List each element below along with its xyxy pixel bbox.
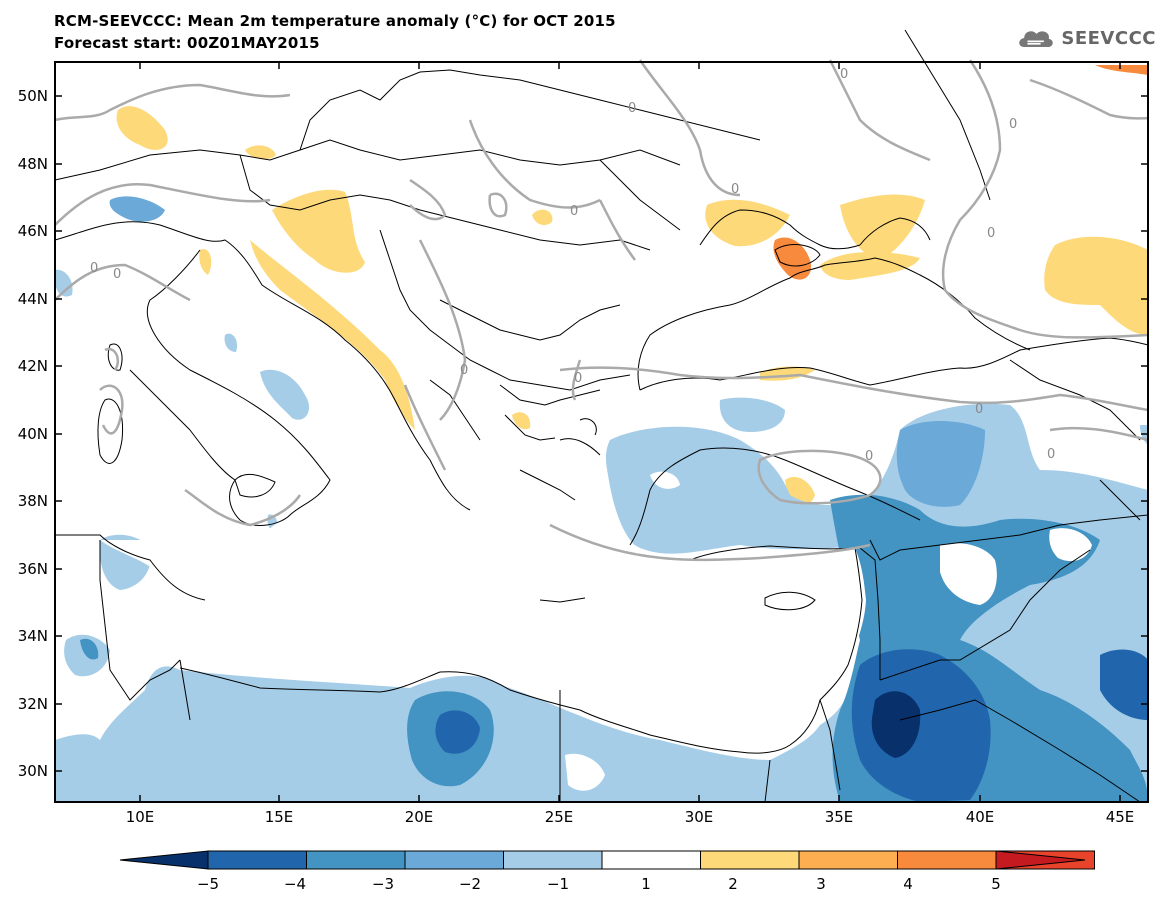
lat-label: 36N xyxy=(18,560,48,578)
contour-label: 0 xyxy=(975,402,983,417)
contour-label: 0 xyxy=(731,182,739,197)
contour-label: 0 xyxy=(987,226,995,241)
lat-label: 44N xyxy=(18,290,48,308)
contour-label: 0 xyxy=(460,363,468,378)
lat-ticks xyxy=(55,95,1148,772)
colorbar-tick-label: −1 xyxy=(547,875,569,893)
colorbar-segment xyxy=(207,850,307,870)
lon-label: 20E xyxy=(405,808,434,826)
longitude-axis: 10E 15E 20E 25E 30E 35E 40E 45E xyxy=(126,808,1135,826)
lon-ticks xyxy=(139,62,1121,802)
contour-label: 0 xyxy=(1009,117,1017,132)
lon-label: 10E xyxy=(126,808,155,826)
colorbar-tick-label: −4 xyxy=(284,875,306,893)
lon-label: 25E xyxy=(545,808,574,826)
colorbar-segment xyxy=(119,850,209,870)
colorbar-tick-label: −5 xyxy=(197,875,219,893)
forecast-start-label: Forecast start: 00Z01MAY2015 xyxy=(54,34,320,52)
colorbar-segment xyxy=(995,850,1086,870)
anomaly-shading xyxy=(55,65,1148,802)
lat-label: 46N xyxy=(18,222,48,240)
colorbar-tick-label: 1 xyxy=(641,875,651,893)
colorbar-tick-label: −2 xyxy=(459,875,481,893)
colorbar-segment xyxy=(700,850,800,870)
colorbar-tick-label: 4 xyxy=(903,875,913,893)
lon-label: 45E xyxy=(1106,808,1135,826)
logo-text: SEEVCCC xyxy=(1061,27,1156,49)
colorbar xyxy=(119,850,1095,870)
colorbar-segment xyxy=(897,850,997,870)
lat-label: 42N xyxy=(18,357,48,375)
contour-label: 0 xyxy=(113,267,121,282)
mediterranean-sea xyxy=(55,350,866,755)
contour-label: 0 xyxy=(628,101,636,116)
lat-label: 48N xyxy=(18,155,48,173)
lon-label: 40E xyxy=(966,808,995,826)
colorbar-tick-label: 5 xyxy=(991,875,1001,893)
lat-label: 32N xyxy=(18,695,48,713)
contour-label: 0 xyxy=(1047,447,1055,462)
zero-contours xyxy=(54,59,1149,562)
lat-label: 30N xyxy=(18,762,48,780)
map-frame xyxy=(54,61,1149,803)
map-title: RCM-SEEVCCC: Mean 2m temperature anomaly… xyxy=(54,12,616,30)
lat-label: 50N xyxy=(18,87,48,105)
coastlines-and-borders xyxy=(54,29,1149,803)
cloud-icon xyxy=(1019,31,1053,48)
contour-labels: 0 0 0 0 0 0 0 0 0 0 0 0 0 xyxy=(90,67,1055,464)
lon-label: 35E xyxy=(825,808,854,826)
lon-label: 30E xyxy=(685,808,714,826)
lat-label: 40N xyxy=(18,425,48,443)
lat-label: 38N xyxy=(18,492,48,510)
colorbar-tick-label: −3 xyxy=(372,875,394,893)
lon-label: 15E xyxy=(265,808,294,826)
latitude-axis: 50N 48N 46N 44N 42N 40N 38N 36N 34N 32N … xyxy=(18,87,48,780)
contour-label: 0 xyxy=(840,67,848,82)
colorbar-segment xyxy=(503,850,603,870)
seevccc-logo: SEEVCCC xyxy=(1016,22,1156,54)
contour-label: 0 xyxy=(570,204,578,219)
contour-label: 0 xyxy=(865,449,873,464)
lat-label: 34N xyxy=(18,627,48,645)
colorbar-tick-label: 2 xyxy=(728,875,738,893)
colorbar-tick-label: 3 xyxy=(816,875,826,893)
colorbar-segment xyxy=(601,850,701,870)
contour-label: 0 xyxy=(574,371,582,386)
colorbar-labels: −5 −4 −3 −2 −1 1 2 3 4 5 xyxy=(197,875,1001,893)
colorbar-segment xyxy=(404,850,504,870)
contour-label: 0 xyxy=(90,261,98,276)
colorbar-segment xyxy=(306,850,406,870)
colorbar-segment xyxy=(798,850,898,870)
